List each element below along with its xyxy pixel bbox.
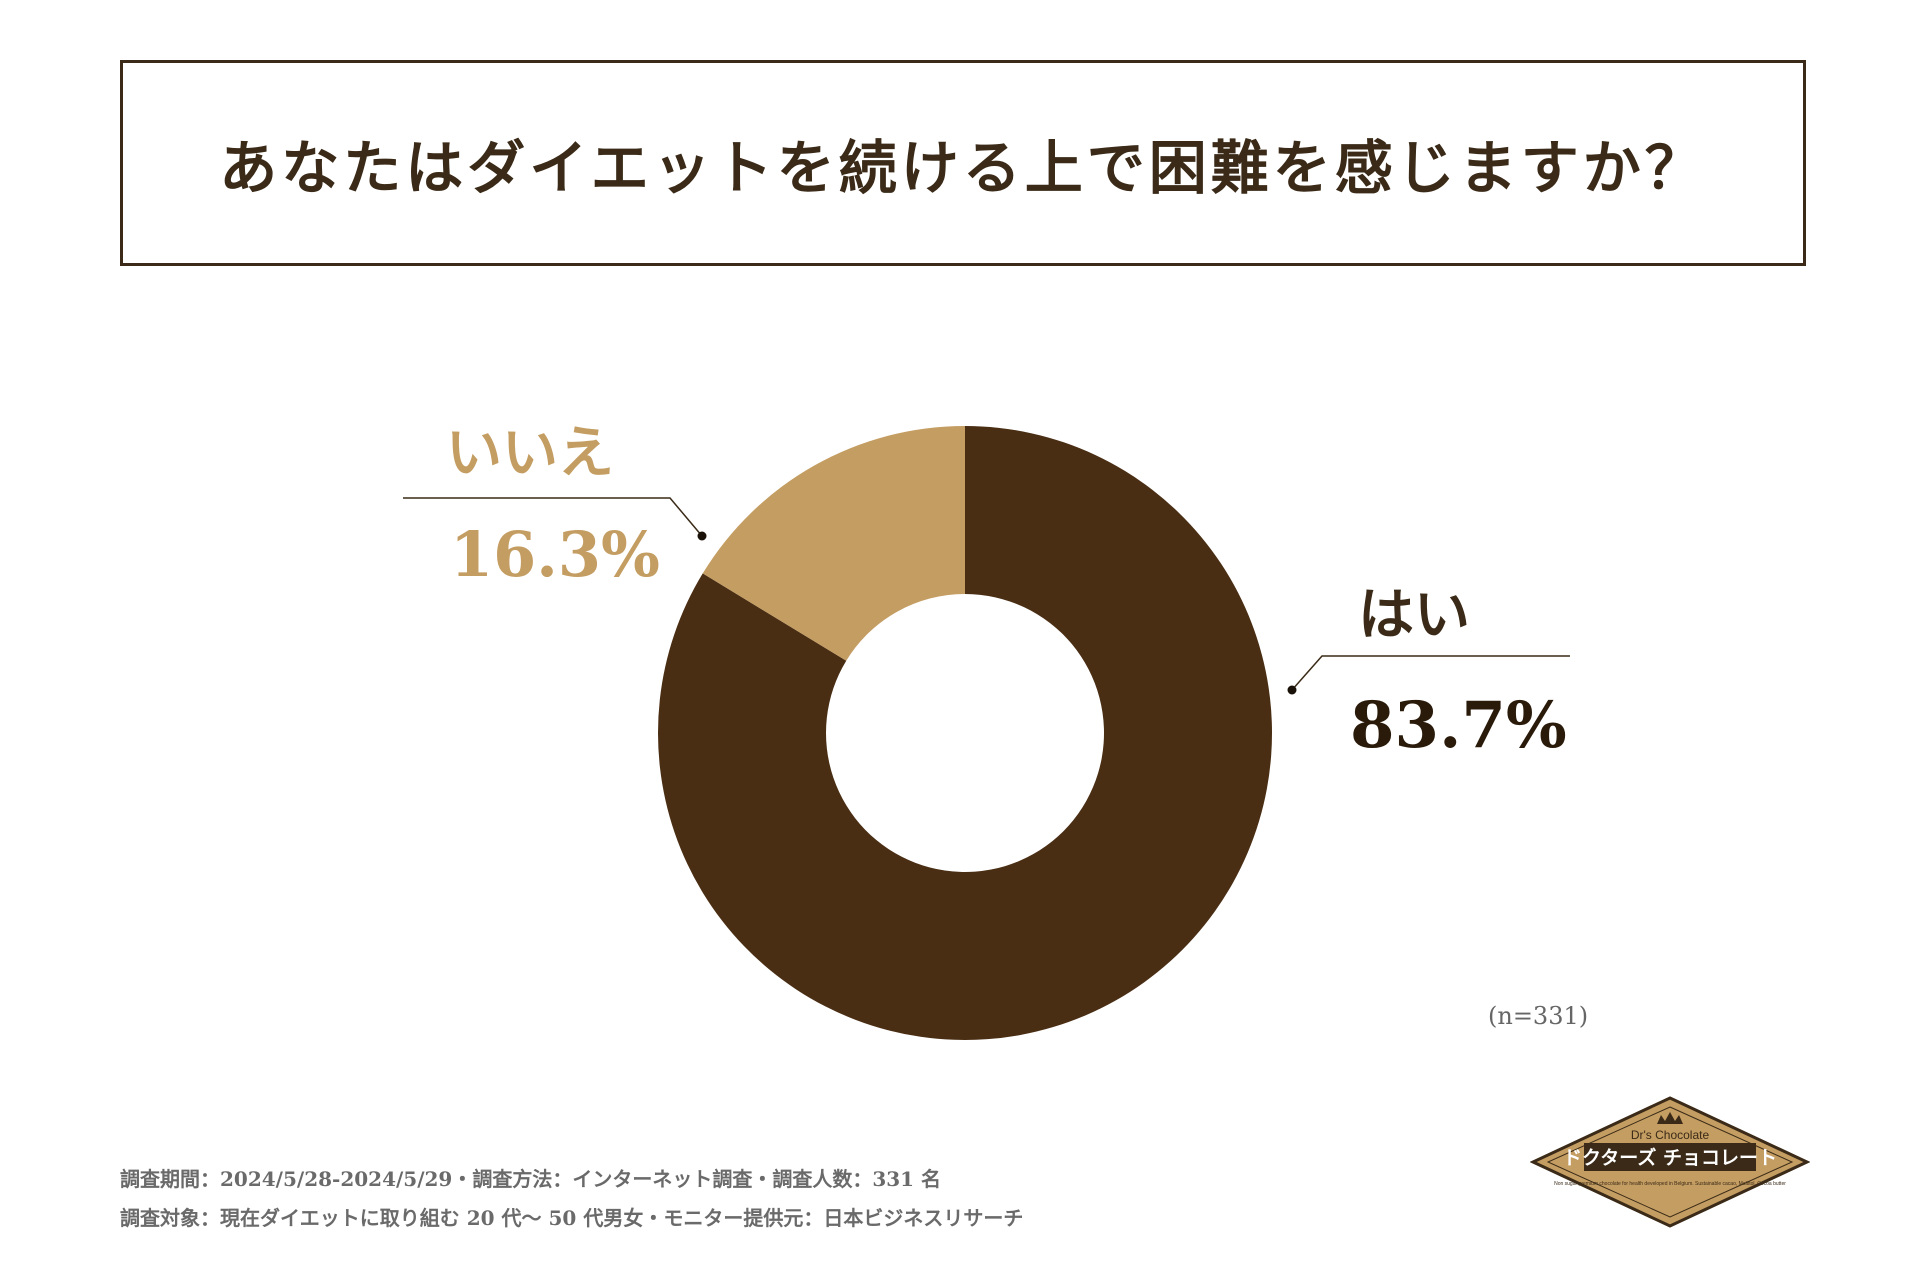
crown-icon: [1657, 1112, 1683, 1124]
series-label-hai: はい: [1358, 582, 1470, 648]
series-label-iie: いいえ: [446, 420, 614, 486]
survey-period-note: 調査期間：2024/5/28-2024/5/29・調査方法：インターネット調査・…: [120, 1167, 942, 1191]
logo-brand-jp: ドクターズ チョコレート: [1563, 1146, 1777, 1169]
donut-slice-hai: [657, 426, 1272, 1040]
donut-slice-iie: [702, 426, 965, 661]
value-label-hai: 83.7%: [1350, 688, 1567, 763]
drs-chocolate-logo: Dr's Chocolate ドクターズ チョコレート Non sugar pr…: [1530, 1096, 1810, 1228]
survey-target-note: 調査対象：現在ダイエットに取り組む 20 代〜 50 代男女・モニター提供元：日…: [120, 1206, 1024, 1230]
leader-line-iie: [403, 497, 703, 537]
leader-dot-hai: [1287, 685, 1297, 695]
logo-tagline: Non sugar premium chocolate for health d…: [1554, 1181, 1786, 1187]
chart-title: あなたはダイエットを続ける上で困難を感じますか？: [219, 134, 1707, 202]
logo-brand-en: Dr's Chocolate: [1631, 1128, 1710, 1142]
leader-dot-iie: [697, 531, 707, 541]
sample-size: (n=331): [1488, 1002, 1589, 1030]
leader-line-hai: [1291, 655, 1570, 691]
title-box: あなたはダイエットを続ける上で困難を感じますか？: [120, 60, 1806, 266]
value-label-iie: 16.3%: [450, 518, 660, 591]
